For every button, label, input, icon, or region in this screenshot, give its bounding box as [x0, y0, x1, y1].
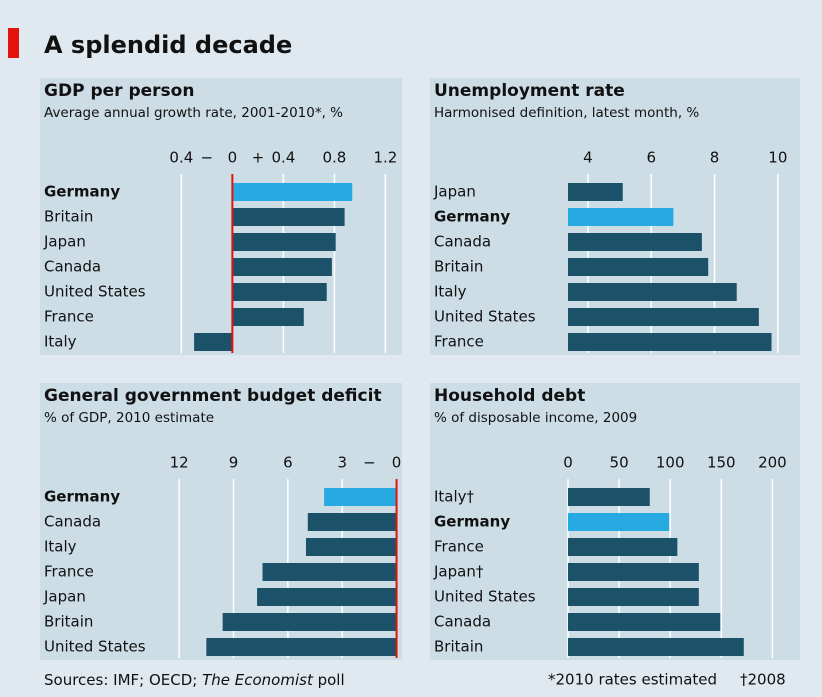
bar [232, 283, 326, 301]
bar [568, 308, 759, 326]
bar [306, 538, 397, 556]
bar [308, 513, 397, 531]
category-label: Japan [433, 183, 476, 201]
panel-title: Unemployment rate [434, 81, 625, 101]
category-label: Canada [44, 258, 101, 276]
bar [568, 588, 699, 606]
bar [568, 333, 772, 351]
panel-title: GDP per person [44, 81, 194, 101]
x-tick-label: 150 [707, 454, 736, 472]
panel-subtitle: % of GDP, 2010 estimate [44, 410, 214, 426]
sources-text: The Economist [202, 671, 314, 689]
chart: A splendid decade Sources: IMF; OECD; Th… [0, 0, 822, 697]
x-tick-label: 100 [656, 454, 685, 472]
bar [232, 308, 303, 326]
bar [568, 538, 677, 556]
category-label: Canada [434, 613, 491, 631]
category-label: Italy [434, 283, 467, 301]
bar [232, 183, 352, 201]
x-tick-label: 50 [610, 454, 629, 472]
category-label: France [434, 333, 484, 351]
category-label: Italy [44, 333, 77, 351]
x-tick-label: 200 [758, 454, 787, 472]
bar [568, 258, 708, 276]
category-label: United States [44, 638, 146, 656]
sources-text: Sources: IMF; OECD; [44, 671, 202, 689]
tick-sign: − [201, 149, 214, 167]
category-label: Italy† [434, 488, 475, 506]
bar [568, 488, 650, 506]
bar [232, 208, 344, 226]
x-tick-label: 0 [392, 454, 402, 472]
x-tick-label: 9 [229, 454, 239, 472]
category-label: Canada [434, 233, 491, 251]
bar [568, 208, 673, 226]
bar [324, 488, 396, 506]
footnote: *2010 rates estimated [548, 671, 717, 689]
x-tick-label: 10 [768, 149, 787, 167]
category-label: United States [434, 308, 536, 326]
x-tick-label: 1.2 [373, 149, 397, 167]
sources-text: poll [313, 671, 345, 689]
x-tick-label: 0.8 [322, 149, 346, 167]
x-tick-label: 6 [283, 454, 293, 472]
bar [232, 233, 335, 251]
tick-sign: − [363, 454, 376, 472]
tick-sign: + [252, 149, 265, 167]
x-tick-label: 0.4 [271, 149, 295, 167]
category-label: Japan [43, 588, 86, 606]
category-label: Italy [44, 538, 77, 556]
category-label: Britain [434, 638, 483, 656]
bar [568, 513, 669, 531]
category-label: Germany [44, 183, 120, 201]
x-tick-label: 0 [228, 149, 238, 167]
category-label: France [44, 308, 94, 326]
footnote: †2008 [740, 671, 786, 689]
panel-title: General government budget deficit [44, 386, 382, 406]
category-label: Canada [44, 513, 101, 531]
category-label: Britain [434, 258, 483, 276]
bar [206, 638, 396, 656]
panel-subtitle: Harmonised definition, latest month, % [434, 105, 699, 121]
bar [194, 333, 232, 351]
x-tick-label: 0 [563, 454, 573, 472]
category-label: Britain [44, 208, 93, 226]
x-tick-label: 4 [583, 149, 593, 167]
category-label: Germany [44, 488, 120, 506]
category-label: France [434, 538, 484, 556]
bar [223, 613, 397, 631]
bar [263, 563, 397, 581]
x-tick-label: 0.4 [169, 149, 193, 167]
panel-subtitle: % of disposable income, 2009 [434, 410, 637, 426]
category-label: United States [44, 283, 146, 301]
category-label: Germany [434, 513, 510, 531]
category-label: Britain [44, 613, 93, 631]
red-tag [8, 28, 19, 58]
bar [568, 283, 737, 301]
page: A splendid decade Sources: IMF; OECD; Th… [0, 0, 822, 697]
x-tick-label: 3 [337, 454, 347, 472]
panel-subtitle: Average annual growth rate, 2001-2010*, … [44, 105, 343, 121]
bar [232, 258, 331, 276]
category-label: Japan† [433, 563, 484, 581]
bar [257, 588, 396, 606]
category-label: France [44, 563, 94, 581]
bar [568, 613, 720, 631]
category-label: United States [434, 588, 536, 606]
bar [568, 563, 699, 581]
x-tick-label: 6 [646, 149, 656, 167]
panel-title: Household debt [434, 386, 585, 406]
category-label: Japan [43, 233, 86, 251]
x-tick-label: 12 [170, 454, 189, 472]
page-title: A splendid decade [44, 31, 292, 59]
bar [568, 183, 623, 201]
category-label: Germany [434, 208, 510, 226]
x-tick-label: 8 [710, 149, 720, 167]
bar [568, 638, 744, 656]
sources: Sources: IMF; OECD; The Economist poll [44, 671, 345, 689]
bar [568, 233, 702, 251]
